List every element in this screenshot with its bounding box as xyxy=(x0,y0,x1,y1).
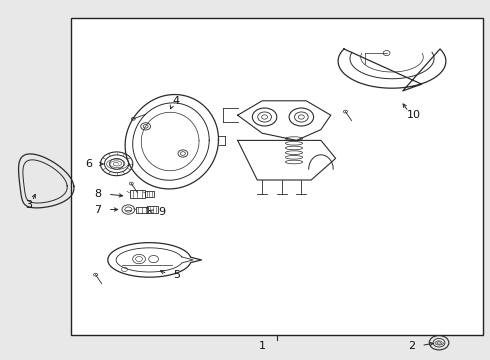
Text: 1: 1 xyxy=(259,341,266,351)
Bar xyxy=(130,190,145,198)
Text: 4: 4 xyxy=(173,96,180,106)
Text: 5: 5 xyxy=(173,270,180,280)
Bar xyxy=(136,207,148,213)
Text: 9: 9 xyxy=(158,207,165,217)
Text: 8: 8 xyxy=(95,189,101,199)
Text: 10: 10 xyxy=(407,110,421,120)
Text: 7: 7 xyxy=(95,204,101,215)
Bar xyxy=(147,206,158,213)
Text: 2: 2 xyxy=(408,341,415,351)
Text: 3: 3 xyxy=(25,200,32,210)
Bar xyxy=(71,18,483,335)
Bar xyxy=(145,191,154,197)
Text: 6: 6 xyxy=(86,159,93,169)
